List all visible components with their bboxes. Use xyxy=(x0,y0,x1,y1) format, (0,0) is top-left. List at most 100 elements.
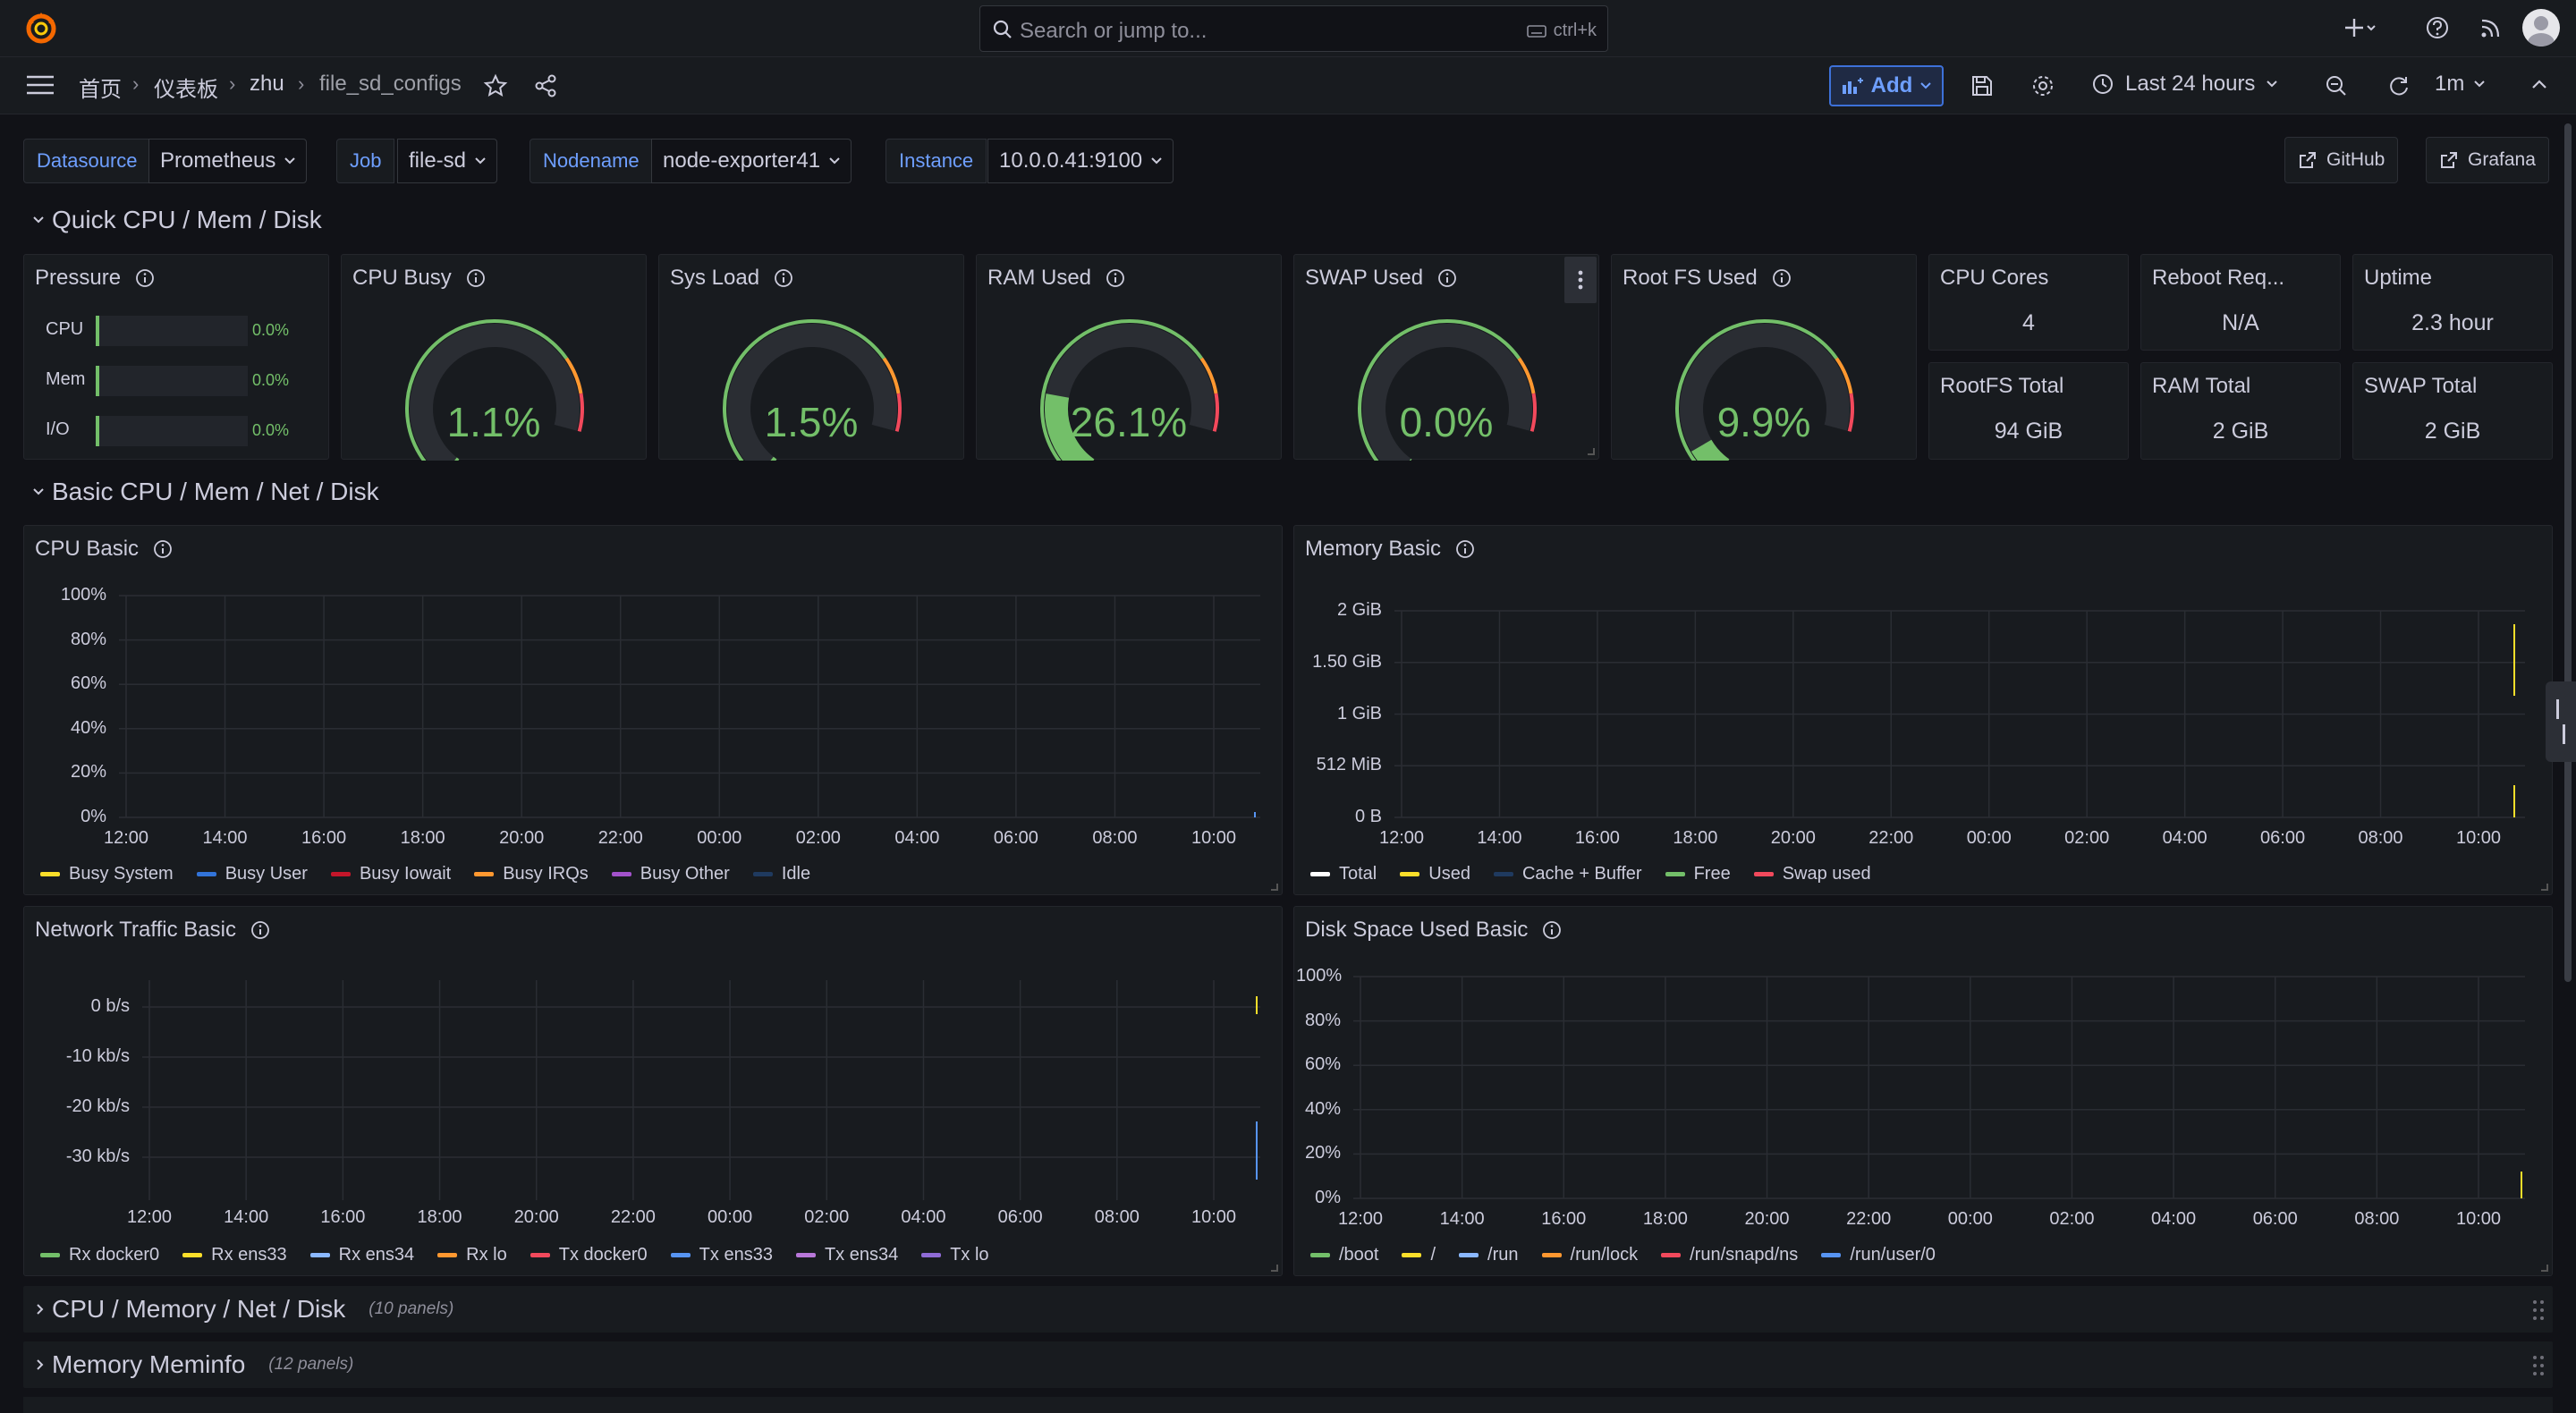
legend-item[interactable]: /run/user/0 xyxy=(1821,1245,1936,1265)
new-plus-icon[interactable] xyxy=(2336,13,2376,43)
panel-ram-used[interactable]: RAM Used 26.1% xyxy=(976,254,1282,461)
resize-handle[interactable] xyxy=(1271,884,1278,891)
grafana-link-button[interactable]: Grafana xyxy=(2426,137,2549,183)
stat-value: 2 GiB xyxy=(2212,419,2269,444)
zoom-out-icon[interactable] xyxy=(2324,73,2349,98)
panel-menu-icon[interactable] xyxy=(1564,257,1597,303)
legend-item[interactable]: Total xyxy=(1310,864,1377,884)
settings-gear-icon[interactable] xyxy=(2030,73,2055,98)
x-axis-tick-label: 10:00 xyxy=(1191,1207,1237,1227)
save-icon[interactable] xyxy=(1970,73,1995,98)
legend-item[interactable]: Busy User xyxy=(196,864,308,884)
info-icon[interactable] xyxy=(774,268,793,288)
breadcrumb-dashboards[interactable]: 仪表板 xyxy=(154,78,218,102)
panel-rootfs-total[interactable]: RootFS Total 94 GiB xyxy=(1928,362,2129,460)
panel-cpu-basic[interactable]: CPU Basic 100% 80% 60% 40% 20% 0% 12:00 14:00 16… xyxy=(23,525,1283,895)
variable-select-instance[interactable]: 10.0.0.41:9100 xyxy=(987,139,1174,183)
variable-select-job[interactable]: file-sd xyxy=(397,139,498,183)
legend-item[interactable]: Busy Iowait xyxy=(330,864,451,884)
breadcrumb-home[interactable]: 首页 xyxy=(79,78,122,102)
y-axis-tick-label: 512 MiB xyxy=(1316,755,1382,775)
legend-item[interactable]: Tx docker0 xyxy=(530,1245,648,1265)
share-icon[interactable] xyxy=(533,73,558,98)
legend-item[interactable]: / xyxy=(1402,1245,1436,1265)
search-bar[interactable]: Search or jump to... ctrl+k xyxy=(979,5,1608,52)
panel-memory-basic[interactable]: Memory Basic 2 GiB 1.50 GiB 1 GiB 512 MiB 0 … xyxy=(1293,525,2553,895)
legend-item[interactable]: Rx ens33 xyxy=(182,1245,287,1265)
grafana-logo-icon[interactable] xyxy=(23,11,59,47)
info-icon[interactable] xyxy=(1106,268,1125,288)
info-icon[interactable] xyxy=(153,539,173,559)
row-cpu-memory-net-disk[interactable]: CPU / Memory / Net / Disk (10 panels) xyxy=(23,1286,2553,1333)
refresh-interval-picker[interactable]: 1m xyxy=(2435,72,2486,97)
legend-item[interactable]: Rx docker0 xyxy=(40,1245,159,1265)
scrollbar-thumb[interactable] xyxy=(2564,123,2572,982)
legend-item[interactable]: /run xyxy=(1459,1245,1519,1265)
legend-item[interactable]: Busy IRQs xyxy=(474,864,589,884)
collapse-chevron-up-icon[interactable] xyxy=(2528,73,2551,97)
legend-item[interactable]: /boot xyxy=(1310,1245,1378,1265)
search-icon xyxy=(991,18,1014,41)
panel-cpu-busy[interactable]: CPU Busy 1.1% xyxy=(341,254,647,461)
legend-item[interactable]: Idle xyxy=(752,864,810,884)
legend-item[interactable]: Tx lo xyxy=(921,1245,989,1265)
legend-item[interactable]: Rx ens34 xyxy=(309,1245,414,1265)
panel-root-fs-used[interactable]: Root FS Used 9.9% xyxy=(1611,254,1917,461)
time-range-picker[interactable]: Last 24 hours xyxy=(2091,72,2278,97)
news-rss-icon[interactable] xyxy=(2476,13,2506,43)
legend-item[interactable]: Swap used xyxy=(1753,864,1871,884)
user-avatar[interactable] xyxy=(2522,9,2560,47)
legend-item[interactable]: Tx ens34 xyxy=(795,1245,898,1265)
resize-handle[interactable] xyxy=(1588,448,1595,455)
row-panel-count: (12 panels) xyxy=(268,1355,354,1374)
info-icon[interactable] xyxy=(1542,920,1562,940)
panel-sys-load[interactable]: Sys Load 1.5% xyxy=(658,254,964,461)
variable-select-datasource[interactable]: Prometheus xyxy=(148,139,308,183)
legend-item[interactable]: /run/lock xyxy=(1541,1245,1638,1265)
legend-item[interactable]: Busy Other xyxy=(611,864,730,884)
drag-handle-icon[interactable] xyxy=(2531,1299,2546,1322)
star-icon[interactable] xyxy=(483,73,508,98)
row-header-quick[interactable]: Quick CPU / Mem / Disk xyxy=(32,206,322,234)
legend-item[interactable]: Used xyxy=(1400,864,1470,884)
row-header-basic[interactable]: Basic CPU / Mem / Net / Disk xyxy=(32,478,379,506)
add-button[interactable]: Add xyxy=(1829,65,1944,106)
panel-pressure[interactable]: Pressure CPU 0.0% Mem 0.0% I/O 0.0% xyxy=(23,254,329,460)
info-icon[interactable] xyxy=(1437,268,1457,288)
github-link-button[interactable]: GitHub xyxy=(2284,137,2399,183)
legend-item[interactable]: Busy System xyxy=(40,864,174,884)
menu-hamburger-icon[interactable] xyxy=(25,73,55,97)
x-axis-tick-label: 14:00 xyxy=(202,828,248,848)
panel-disk-space-used-basic[interactable]: Disk Space Used Basic 100% 80% 60% 40% 20% 0%… xyxy=(1293,906,2553,1276)
resize-handle[interactable] xyxy=(2541,1265,2548,1272)
info-icon[interactable] xyxy=(466,268,486,288)
panel-swap-used[interactable]: SWAP Used 0.0% xyxy=(1293,254,1599,461)
refresh-icon[interactable] xyxy=(2386,73,2411,98)
legend-item[interactable]: Cache + Buffer xyxy=(1493,864,1642,884)
row-title: Memory Meminfo xyxy=(52,1350,246,1378)
panel-ram-total[interactable]: RAM Total 2 GiB xyxy=(2140,362,2341,460)
help-icon[interactable] xyxy=(2422,13,2453,43)
info-icon[interactable] xyxy=(1455,539,1475,559)
variable-select-nodename[interactable]: node-exporter41 xyxy=(651,139,852,183)
breadcrumb-folder[interactable]: zhu xyxy=(250,72,284,96)
pressure-bar-io xyxy=(96,416,248,446)
panel-swap-total[interactable]: SWAP Total 2 GiB xyxy=(2352,362,2553,460)
side-drawer-handle[interactable] xyxy=(2546,681,2576,762)
panel-uptime[interactable]: Uptime 2.3 hour xyxy=(2352,254,2553,351)
legend-item[interactable]: /run/snapd/ns xyxy=(1661,1245,1798,1265)
info-icon[interactable] xyxy=(1772,268,1792,288)
panel-network-traffic-basic[interactable]: Network Traffic Basic 0 b/s -10 kb/s -20 k… xyxy=(23,906,1283,1276)
drag-handle-icon[interactable] xyxy=(2531,1354,2546,1377)
variable-value: node-exporter41 xyxy=(663,148,821,173)
resize-handle[interactable] xyxy=(2541,884,2548,891)
info-icon[interactable] xyxy=(250,920,270,940)
legend-item[interactable]: Rx lo xyxy=(437,1245,507,1265)
legend-item[interactable]: Tx ens33 xyxy=(670,1245,773,1265)
panel-cpu-cores[interactable]: CPU Cores 4 xyxy=(1928,254,2129,351)
legend-item[interactable]: Free xyxy=(1665,864,1731,884)
info-icon[interactable] xyxy=(135,268,155,288)
panel-reboot-required[interactable]: Reboot Req... N/A xyxy=(2140,254,2341,351)
resize-handle[interactable] xyxy=(1271,1265,1278,1272)
row-memory-meminfo[interactable]: Memory Meminfo (12 panels) xyxy=(23,1341,2553,1388)
